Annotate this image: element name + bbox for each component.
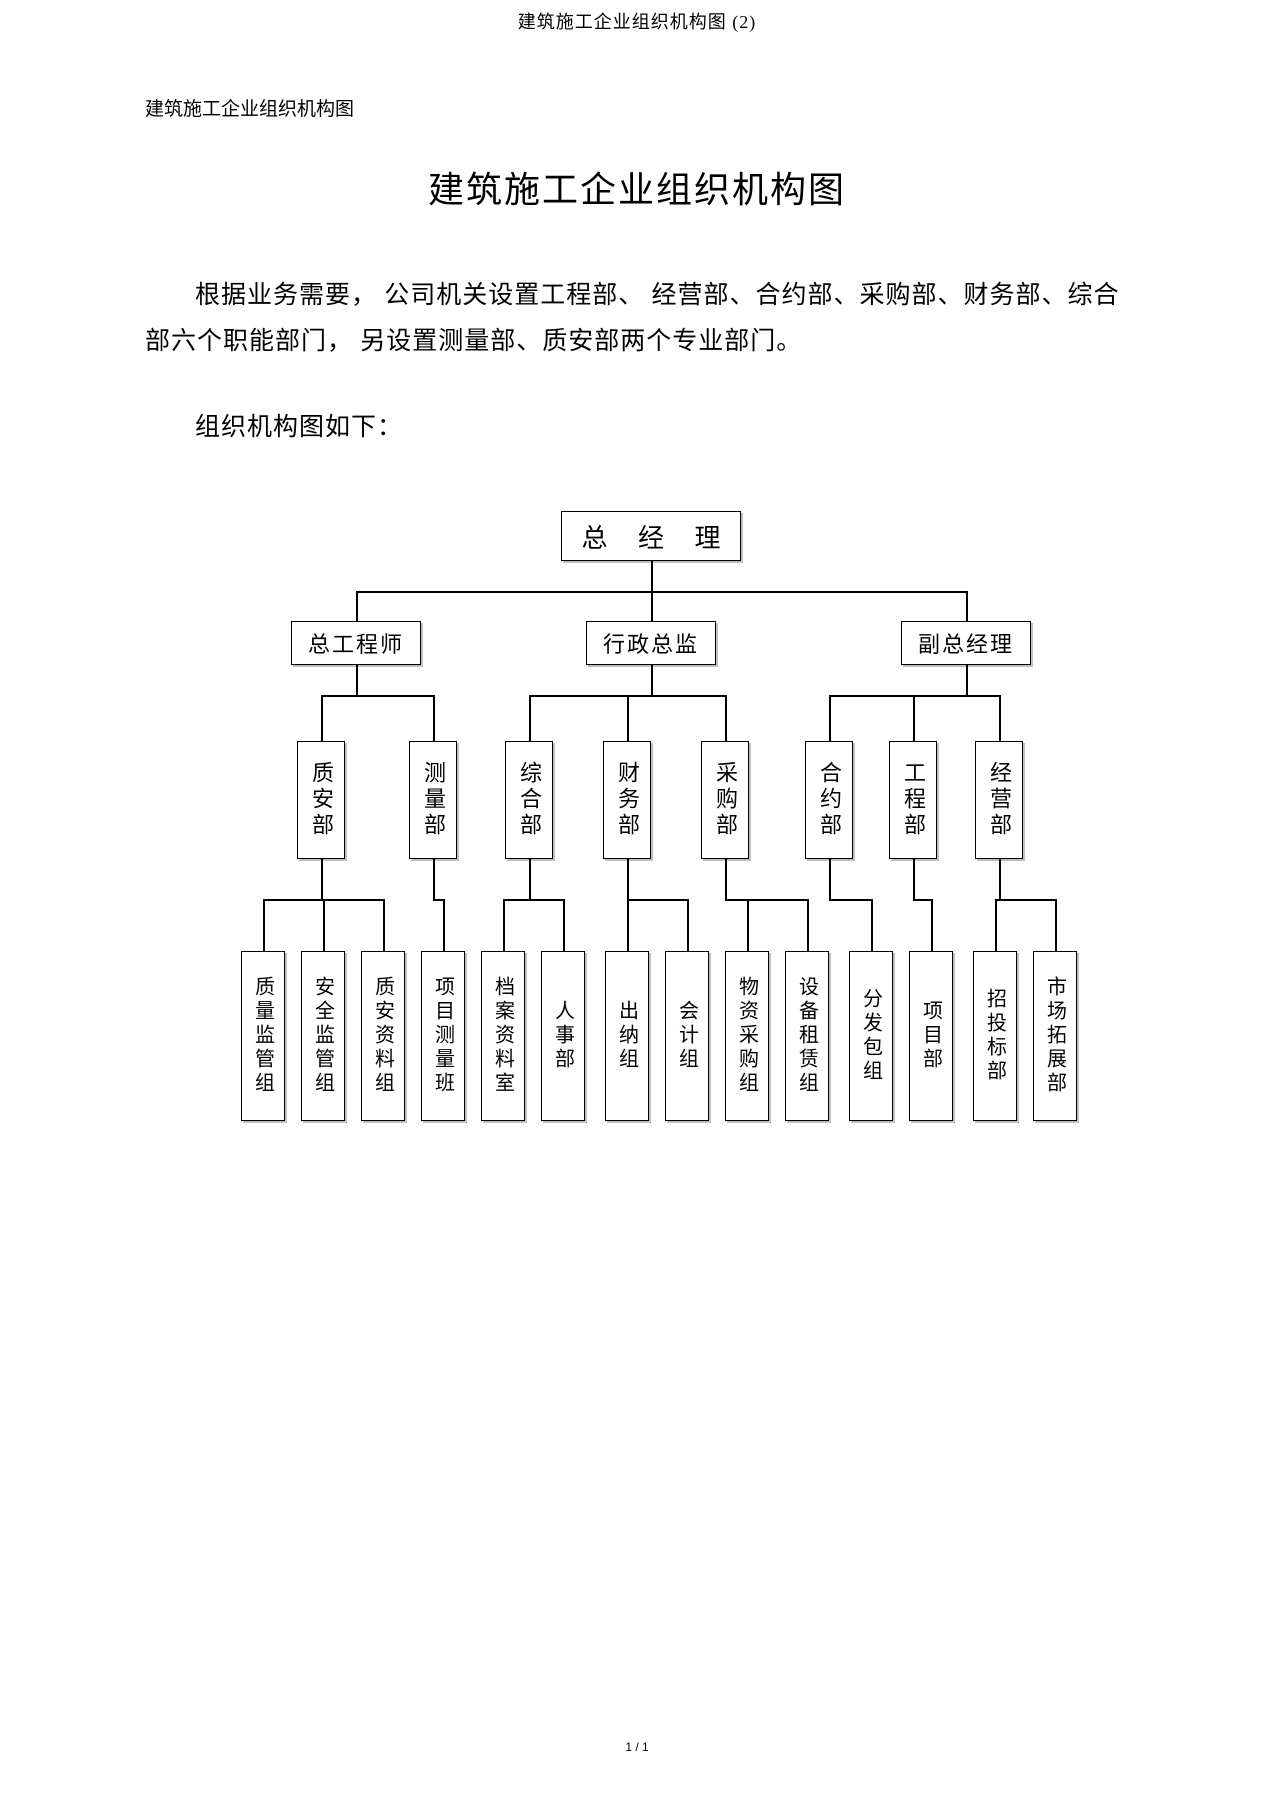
org-node-leaf: 设备租赁组 [785, 951, 829, 1121]
org-node-d4: 财务部 [603, 741, 651, 859]
connector-line [651, 591, 653, 621]
org-node-ceo: 总 经 理 [561, 511, 741, 561]
connector-line [829, 859, 831, 899]
intro-paragraph: 根据业务需要， 公司机关设置工程部、 经营部、合约部、采购部、财务部、综合部六个… [145, 273, 1129, 365]
org-node-leaf: 项目测量班 [421, 951, 465, 1121]
org-node-d6: 合约部 [805, 741, 853, 859]
connector-line [829, 899, 871, 901]
connector-line [627, 695, 629, 741]
org-node-leaf: 市场拓展部 [1033, 951, 1077, 1121]
connector-line [913, 695, 915, 741]
connector-line [999, 859, 1001, 899]
connector-line [443, 899, 445, 951]
org-node-d7: 工程部 [889, 741, 937, 859]
org-chart: 总 经 理总工程师 行政总监 副总经理质安部 测量部综合部 财务部 采购部 合约部工程部经营… [145, 511, 1129, 1231]
org-node-leaf: 项目部 [909, 951, 953, 1121]
connector-line [829, 695, 831, 741]
org-node-d2: 测量部 [409, 741, 457, 859]
org-node-leaf: 分发包组 [849, 951, 893, 1121]
org-node-d5: 采购部 [701, 741, 749, 859]
connector-line [529, 859, 531, 899]
connector-line [627, 859, 629, 899]
org-node-leaf: 档案资料室 [481, 951, 525, 1121]
connector-line [321, 695, 323, 741]
connector-line [383, 899, 385, 951]
connector-line [725, 899, 807, 901]
connector-line [503, 899, 505, 951]
connector-line [931, 899, 933, 951]
org-node-leaf: 质安资料组 [361, 951, 405, 1121]
org-node-leaf: 招投标部 [973, 951, 1017, 1121]
org-node-leaf: 质量监管组 [241, 951, 285, 1121]
org-node-leaf: 物资采购组 [725, 951, 769, 1121]
connector-line [687, 899, 689, 951]
org-node-leaf: 安全监管组 [301, 951, 345, 1121]
connector-line [433, 899, 443, 901]
connector-line [321, 695, 433, 697]
connector-line [747, 899, 749, 951]
page-header: 建筑施工企业组织机构图 (2) [0, 0, 1274, 34]
connector-line [356, 665, 358, 695]
lead-in-paragraph: 组织机构图如下： [145, 405, 1129, 451]
connector-line [966, 665, 968, 695]
connector-line [807, 899, 809, 951]
connector-line [651, 561, 653, 591]
org-node-d1: 质安部 [297, 741, 345, 859]
connector-line [433, 859, 435, 899]
connector-line [627, 899, 687, 901]
connector-line [725, 695, 727, 741]
connector-line [871, 899, 873, 951]
org-node-a: 总工程师 [291, 621, 421, 665]
connector-line [995, 899, 997, 951]
connector-line [913, 859, 915, 899]
document-subhead: 建筑施工企业组织机构图 [145, 94, 1274, 121]
org-node-leaf: 出纳组 [605, 951, 649, 1121]
org-node-d8: 经营部 [975, 741, 1023, 859]
connector-line [1055, 899, 1057, 951]
connector-line [725, 859, 727, 899]
document-title: 建筑施工企业组织机构图 [0, 161, 1274, 213]
org-node-leaf: 会计组 [665, 951, 709, 1121]
page-footer: 1 / 1 [0, 1740, 1274, 1754]
connector-line [529, 695, 531, 741]
connector-line [503, 899, 563, 901]
connector-line [966, 591, 968, 621]
connector-line [323, 899, 325, 951]
connector-line [433, 695, 435, 741]
connector-line [321, 859, 323, 899]
org-node-c: 副总经理 [901, 621, 1031, 665]
connector-line [651, 665, 653, 695]
connector-line [995, 899, 1055, 901]
connector-line [563, 899, 565, 951]
org-node-d3: 综合部 [505, 741, 553, 859]
connector-line [913, 899, 931, 901]
document-page: 建筑施工企业组织机构图 (2) 建筑施工企业组织机构图 建筑施工企业组织机构图 … [0, 0, 1274, 1804]
org-node-leaf: 人事部 [541, 951, 585, 1121]
connector-line [356, 591, 358, 621]
connector-line [627, 899, 629, 951]
connector-line [999, 695, 1001, 741]
org-node-b: 行政总监 [586, 621, 716, 665]
connector-line [356, 591, 966, 593]
connector-line [263, 899, 265, 951]
